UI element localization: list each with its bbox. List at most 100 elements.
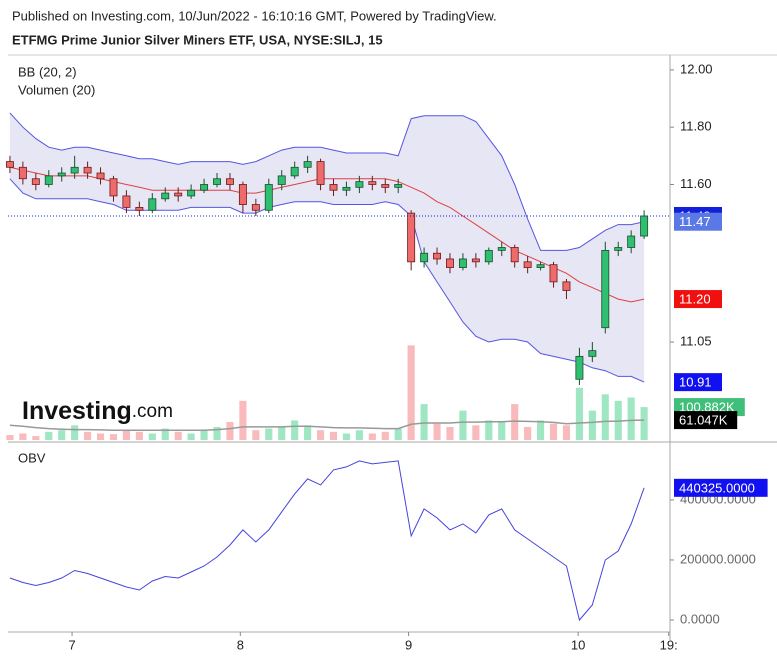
- watermark: Investing.com: [22, 397, 173, 425]
- volume-bar: [32, 436, 40, 440]
- volume-bar: [549, 423, 558, 440]
- volume-bar: [213, 426, 221, 440]
- candle-body: [640, 215, 649, 237]
- candle-body: [614, 247, 623, 251]
- volume-bar: [148, 433, 156, 440]
- volume-bar: [640, 407, 648, 440]
- candle-body: [303, 161, 312, 168]
- obv-line: [9, 460, 645, 622]
- candle-body: [523, 261, 532, 268]
- candle-body: [316, 161, 325, 185]
- candle-body: [368, 181, 377, 185]
- candle-body: [264, 184, 273, 211]
- candle-body: [251, 204, 260, 211]
- volume-bar: [562, 425, 571, 440]
- candle-body: [407, 212, 416, 263]
- volume-bar: [316, 430, 325, 440]
- price-label-box: [674, 290, 722, 309]
- candle-body: [238, 184, 247, 205]
- candle-body: [627, 235, 636, 248]
- volume-bar: [304, 425, 312, 440]
- y-tick-label: 11.05: [680, 333, 712, 348]
- price-label: 10.91: [679, 375, 712, 390]
- indicator-label: BB (20, 2): [18, 64, 77, 79]
- chart-title: ETFMG Prime Junior Silver Miners ETF, US…: [12, 32, 383, 47]
- volume-bar: [342, 433, 351, 440]
- candle-body: [5, 161, 14, 168]
- volume-bar: [58, 430, 66, 440]
- candle-body: [18, 166, 27, 180]
- publisher: Published on Investing.com, 10/Jun/2022 …: [12, 8, 497, 23]
- volume-bar: [252, 430, 260, 440]
- bb-fill: [9, 112, 645, 383]
- bb-upper-line: [9, 112, 645, 251]
- volume-bar: [368, 433, 376, 440]
- volume-label: 100.882K: [679, 400, 735, 415]
- volume-bar: [472, 425, 480, 440]
- candle-body: [342, 186, 351, 191]
- volume-bar: [394, 428, 402, 440]
- volume-bar: [524, 426, 532, 440]
- volume-bar: [381, 431, 389, 440]
- x-tick-label: 10: [571, 637, 585, 652]
- volume-bar: [122, 430, 130, 440]
- candle-body: [497, 247, 506, 251]
- volume-bar: [84, 431, 92, 440]
- candle-body: [226, 178, 234, 185]
- volume-bar: [588, 410, 596, 440]
- candle-body: [601, 249, 610, 329]
- candle-body: [277, 175, 286, 185]
- volume-bar: [485, 420, 493, 440]
- candle-body: [381, 184, 390, 188]
- volume-bar: [459, 410, 467, 440]
- y-tick-label: 11.80: [680, 119, 712, 134]
- watermark-suffix: .com: [132, 401, 173, 422]
- candle-body: [484, 249, 493, 263]
- candle-body: [187, 189, 196, 197]
- x-tick-label: 19:: [660, 637, 678, 652]
- volume-bar: [537, 420, 545, 440]
- candle-body: [290, 166, 299, 177]
- price-label-box: [674, 373, 722, 392]
- volume-bar: [446, 426, 454, 440]
- volume-ma-line: [9, 419, 645, 431]
- candle-body: [575, 355, 584, 380]
- volume-bar: [96, 433, 105, 440]
- obv-tick-label: 200000.0000: [680, 551, 756, 566]
- price-label-box: [674, 212, 722, 231]
- volume-bar: [226, 422, 234, 440]
- candle-body: [161, 192, 170, 200]
- volume-bar: [407, 345, 415, 440]
- volume-bar: [174, 431, 182, 440]
- candle-body: [536, 264, 545, 268]
- candle-body: [31, 178, 40, 185]
- volume-bar: [575, 387, 583, 440]
- candle-body: [588, 350, 597, 357]
- candle-body: [458, 258, 467, 268]
- volume-bar: [71, 425, 79, 440]
- x-tick-label: 9: [405, 637, 412, 652]
- x-tick-label: 8: [237, 637, 244, 652]
- volume-bar: [627, 397, 635, 440]
- obv-tick-label: 0.0000: [680, 611, 720, 626]
- candle-body: [329, 184, 338, 191]
- candle-body: [174, 192, 183, 197]
- candle-body: [57, 172, 66, 177]
- candle-body: [471, 258, 480, 263]
- obv-label: 440325.0000: [679, 480, 755, 495]
- volume-bar: [265, 428, 273, 440]
- price-label: 11.47: [679, 214, 711, 229]
- y-tick-label: 12.00: [680, 61, 713, 76]
- candle-body: [549, 264, 558, 283]
- volume-bar: [6, 435, 14, 440]
- candle-body: [213, 178, 221, 185]
- candle-body: [420, 252, 429, 263]
- candle-body: [562, 281, 571, 291]
- obv-label-box: [674, 478, 768, 497]
- bb-lower-line: [9, 178, 645, 383]
- indicator-label: Volumen (20): [18, 82, 95, 97]
- volume-bar: [45, 431, 53, 440]
- volume-bar: [511, 404, 519, 440]
- volume-bar: [239, 400, 247, 440]
- candle-body: [148, 198, 157, 211]
